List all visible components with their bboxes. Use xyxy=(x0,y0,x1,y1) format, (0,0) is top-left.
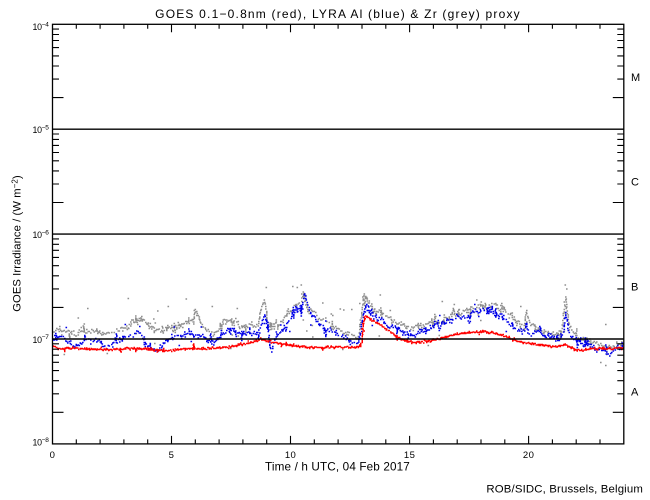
svg-text:10−7: 10−7 xyxy=(33,334,50,345)
svg-text:C: C xyxy=(631,177,639,189)
svg-text:10−4: 10−4 xyxy=(33,22,50,33)
svg-text:5: 5 xyxy=(169,450,175,461)
svg-text:10−5: 10−5 xyxy=(33,124,50,135)
svg-text:20: 20 xyxy=(523,450,534,461)
svg-text:10: 10 xyxy=(285,450,296,461)
svg-text:ROB/SIDC, Brussels, Belgium: ROB/SIDC, Brussels, Belgium xyxy=(486,484,643,496)
svg-text:B: B xyxy=(631,282,638,294)
svg-text:Time / h UTC, 04 Feb 2017: Time / h UTC, 04 Feb 2017 xyxy=(265,461,410,474)
svg-text:15: 15 xyxy=(404,450,415,461)
svg-text:M: M xyxy=(631,72,640,84)
svg-text:10−8: 10−8 xyxy=(33,437,50,448)
svg-text:10−6: 10−6 xyxy=(33,229,50,240)
svg-text:GOES Irradiance / (W m−2): GOES Irradiance / (W m−2) xyxy=(11,175,24,312)
svg-text:GOES 0.1−0.8nm (red), LYRA Al: GOES 0.1−0.8nm (red), LYRA Al (blue) & Z… xyxy=(155,7,521,21)
svg-text:A: A xyxy=(631,386,639,398)
svg-text:0: 0 xyxy=(50,450,56,461)
